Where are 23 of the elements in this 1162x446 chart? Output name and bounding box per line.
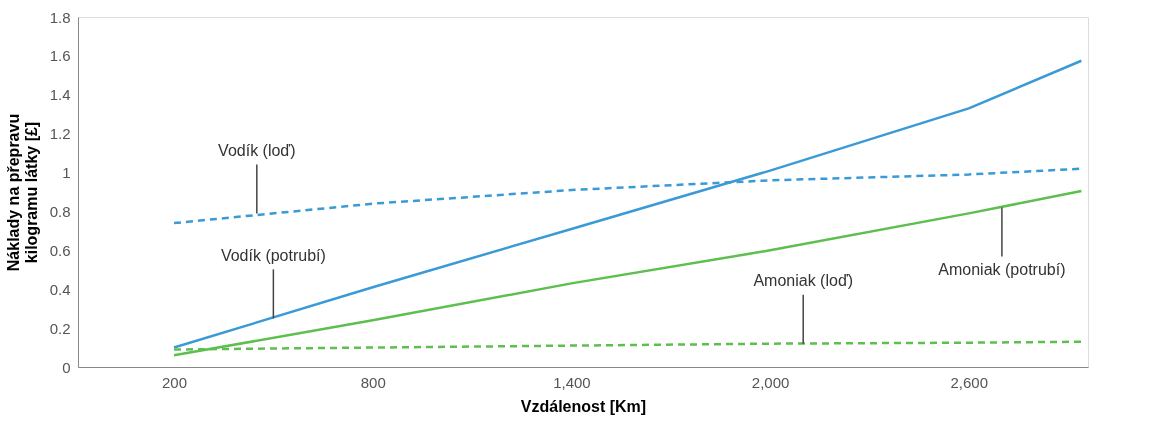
y-tick-label: 0.4 <box>49 280 71 298</box>
y-tick-label: 1 <box>62 164 71 182</box>
x-tick-label: 200 <box>162 373 188 391</box>
y-tick-label: 1.2 <box>49 125 71 143</box>
y-tick-label: 0 <box>62 358 71 376</box>
y-tick-label: 1.8 <box>49 8 71 26</box>
y-tick-label: 0.8 <box>49 202 71 220</box>
y-tick-label: 1.6 <box>49 47 71 65</box>
x-tick-label: 2,600 <box>950 373 989 391</box>
line-series <box>172 189 1083 357</box>
y-axis-title: Náklady na přepravu kilogramu látky [£] <box>4 113 40 272</box>
x-tick-label: 800 <box>360 373 386 391</box>
y-tick-label: 0.6 <box>49 241 71 259</box>
line-series <box>172 59 1083 349</box>
annotation: Amoniak (potrubí) <box>938 261 1066 279</box>
x-tick-label: 1,400 <box>553 373 591 391</box>
annotation: Vodík (potrubí) <box>220 246 326 264</box>
annotation: Vodík (loď) <box>218 141 296 159</box>
y-tick-label: 0.2 <box>49 319 71 337</box>
y-tick-label: 1.4 <box>49 86 71 104</box>
x-tick-label: 2,000 <box>751 373 790 391</box>
x-axis-title: Vzdálenost [Km] <box>520 397 647 415</box>
annotation: Amoniak (loď) <box>753 271 854 289</box>
